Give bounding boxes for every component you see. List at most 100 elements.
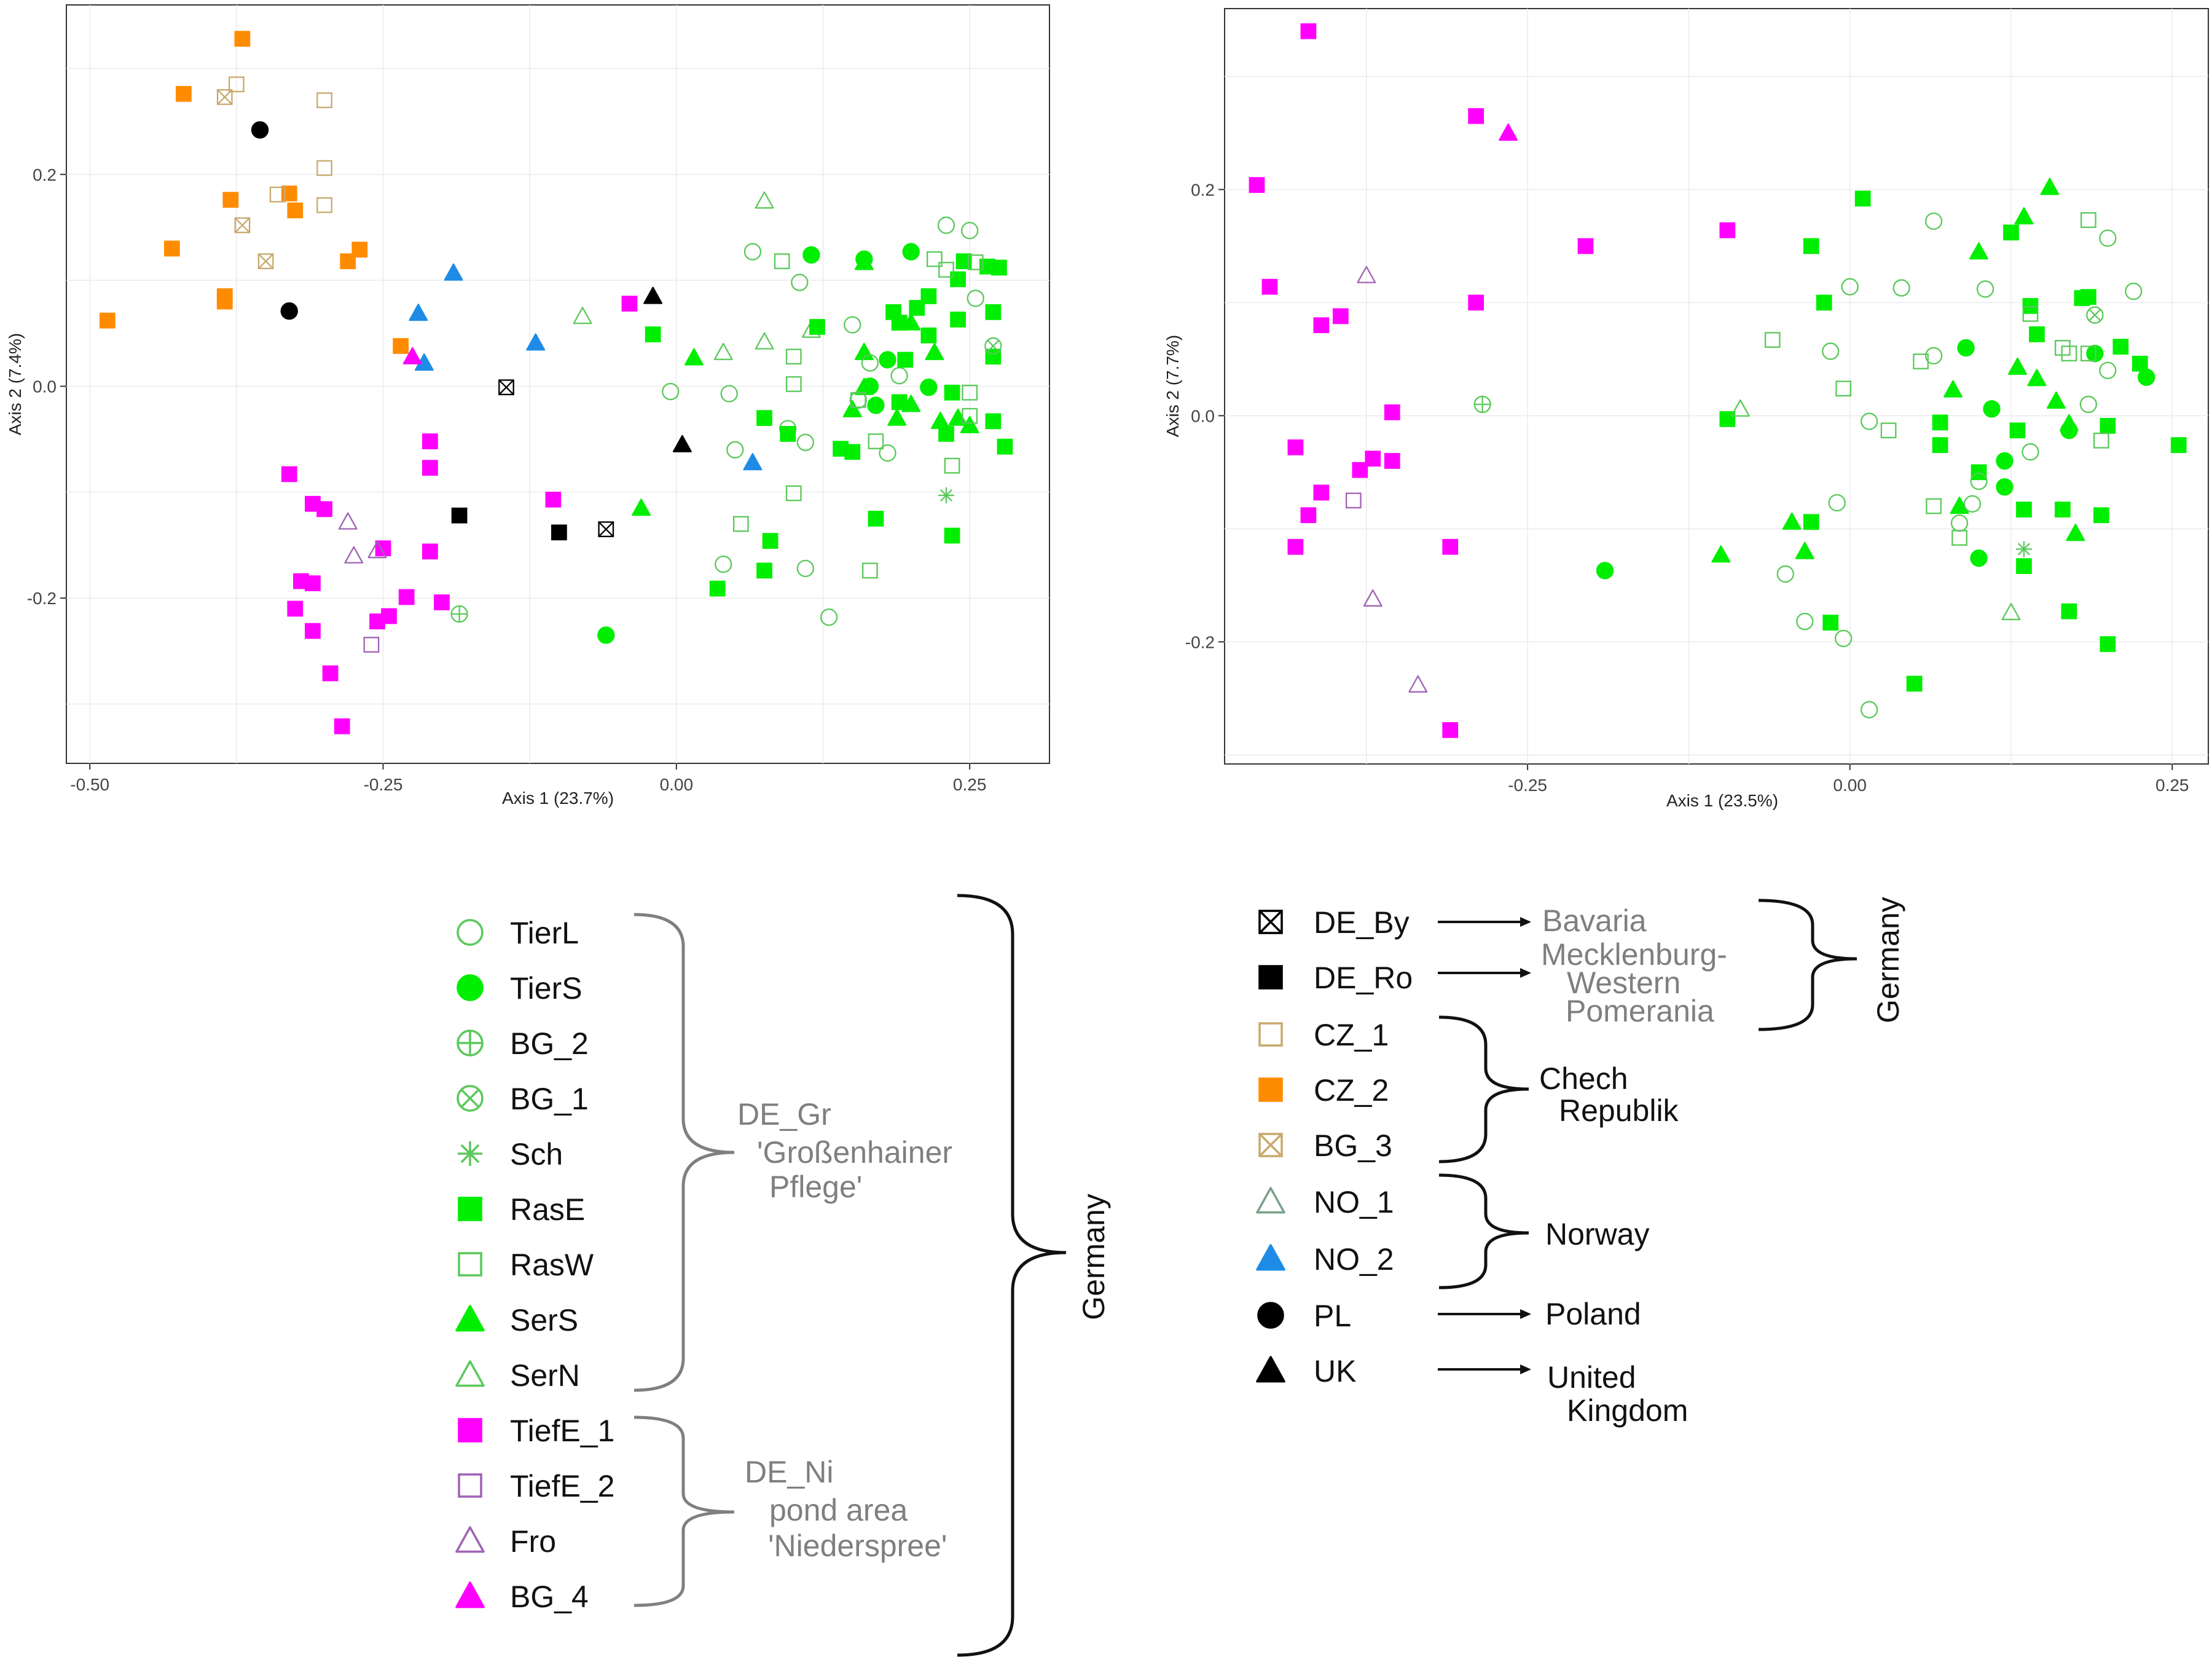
legend-left-label: BG_4 [510, 1580, 589, 1614]
plot-right-point-rase [1816, 294, 1832, 311]
plot-right-point-tiefe-1 [1352, 462, 1368, 478]
label-uk-line1: United [1547, 1360, 1636, 1395]
label-poland: Poland [1545, 1297, 1641, 1331]
plot-left-x-tick-label: 0.25 [953, 775, 987, 794]
legend-left-symbol-fro [455, 1526, 485, 1553]
plot-left-point-cz-2 [351, 242, 368, 258]
legend-left-symbol-bg-1 [457, 1085, 484, 1112]
arrowhead-mecklenburg [1520, 968, 1531, 978]
plot-left-point-tiefe-1 [334, 718, 350, 734]
legend-right-symbol-de-by [1258, 910, 1283, 934]
plot-right-point-rasw [2080, 345, 2096, 362]
plot-left-point-cz-1 [316, 160, 332, 176]
plot-left-point-tiefe-1 [316, 501, 332, 518]
plot-right-point-tiefe-1 [1332, 308, 1349, 325]
legend-left-label: RasW [510, 1248, 594, 1282]
legend-left-symbol-tiefe-1 [458, 1418, 482, 1443]
plot-left-point-tiefe-1 [281, 466, 297, 482]
plot-right-point-rasw [2022, 305, 2039, 322]
plot-right-point-tierl [2022, 443, 2039, 461]
plot-right-point-rase [1803, 238, 1819, 254]
plot-left-point-bg-3 [216, 89, 233, 105]
plot-left-point-rasw [785, 376, 802, 392]
plot-left-point-tiefe-1 [422, 433, 438, 449]
brace-norway [1438, 1173, 1529, 1289]
label-mecklenburg-line1: Mecklenburg- [1541, 937, 1727, 972]
plot-right-point-sern [1730, 399, 1750, 417]
plot-left-point-tierl [879, 444, 896, 462]
legend-right-symbol-pl [1257, 1302, 1284, 1329]
legend-left-symbol-sern [455, 1360, 485, 1387]
plot-right-point-sers [1969, 242, 1988, 260]
plot-left-point-fro [367, 541, 387, 559]
legend-left-label: SerS [510, 1303, 578, 1337]
plot-left-point-rasw [732, 516, 749, 532]
plot-left-point-tierl [849, 391, 867, 409]
plot-right-point-fro [1363, 589, 1382, 607]
plot-left-point-rase [809, 319, 825, 335]
plot-right-point-bg-2 [1473, 395, 1491, 414]
legend-right-label: PL [1314, 1299, 1351, 1333]
plot-left-point-sers [887, 408, 907, 426]
brace-germany-left [957, 894, 1067, 1657]
plot-left-point-rase [897, 352, 914, 368]
legend-right-symbol-cz-2 [1258, 1077, 1283, 1102]
plot-left-point-rase [756, 562, 772, 579]
plot-right-ticks: -0.25 0.00 0.25 -0.2 0.0 0.2 [1185, 180, 2189, 795]
plot-right-point-tiers [1970, 549, 1988, 567]
plot-right-point-tierl [1970, 472, 1988, 490]
plot-left-point-cz-2 [340, 253, 356, 269]
plot-right-point-tierl [2079, 395, 2098, 414]
plot-right-point-sers [1782, 512, 1802, 530]
plot-right-point-tierl [1924, 212, 1943, 230]
plot-left-point-tiers [879, 351, 896, 369]
plot-right-point-rase [2170, 437, 2187, 454]
legend-right-symbol-no-2 [1256, 1244, 1285, 1271]
plot-right-point-tiers [2086, 344, 2104, 363]
plot-right-point-rase [1932, 437, 1948, 454]
plot-left-point-rasw [785, 348, 802, 365]
label-norway: Norway [1545, 1217, 1649, 1251]
plot-left-point-fro [344, 546, 364, 564]
brace-de-ni [633, 1415, 735, 1607]
plot-left-point-de-by [598, 521, 614, 537]
plot-right-y-tick-label: -0.2 [1185, 632, 1215, 651]
plot-right-point-rase [1854, 191, 1871, 207]
plot-left-point-tiefe-1 [287, 600, 304, 617]
plot-right-point-tiefe-1 [1384, 453, 1400, 469]
plot-left-point-rase [920, 327, 937, 344]
plot-right-y-axis-label: Axis 2 (7.7%) [1163, 335, 1182, 438]
label-czech-line1: Chech [1539, 1061, 1628, 1096]
legend-left-symbol-sch [458, 1141, 482, 1166]
plot-left-x-tick-label: -0.25 [364, 775, 403, 794]
plot-left-point-de-by [498, 379, 514, 396]
plot-left-point-tiefe-1 [381, 608, 397, 624]
plot-right-point-bg-4 [1499, 123, 1518, 141]
plot-right-point-tierl [1950, 514, 1969, 532]
plot-left-point-tierl [662, 382, 680, 401]
plot-right-point-tierl [2099, 361, 2117, 379]
brace-germany-right [1758, 899, 1857, 1031]
plot-right-point-rasw [1880, 422, 1897, 439]
plot-right-point-rase [2016, 558, 2032, 574]
legend-left-symbol-rase [458, 1197, 482, 1221]
plot-left-point-bg-3 [234, 217, 251, 234]
plot-left-point-sers [925, 342, 944, 360]
plot-right-panel [1224, 8, 2209, 765]
plot-left-point-cz-2 [281, 185, 297, 202]
plot-left-point-rase [944, 527, 960, 544]
plot-right-point-fro [1408, 675, 1428, 693]
plot-right-point-rase [2029, 326, 2045, 342]
plot-left-x-axis-label: Axis 1 (23.7%) [502, 789, 614, 808]
plot-left-point-rasw [944, 457, 960, 474]
label-uk-line2: Kingdom [1567, 1393, 1688, 1428]
plot-right-point-tiefe-2 [1345, 492, 1362, 509]
plot-left-point-tiers [867, 396, 885, 414]
plot-left-point-tiers [597, 626, 615, 644]
plot-left-point-sers [684, 348, 704, 366]
legend-right-label: BG_3 [1314, 1128, 1392, 1163]
plot-right-x-tick-label: -0.25 [1508, 776, 1547, 795]
plot-right-point-tiefe-1 [1287, 439, 1304, 455]
plot-left-point-de-ro [451, 507, 468, 524]
